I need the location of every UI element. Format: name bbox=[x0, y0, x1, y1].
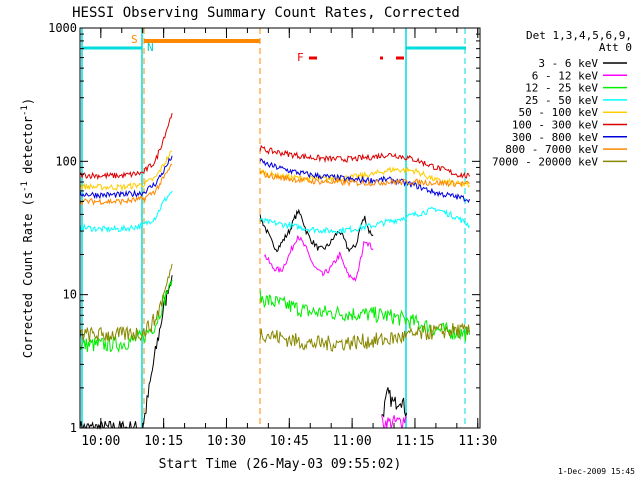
x-tick-label: 11:30 bbox=[458, 434, 497, 449]
flare-flag-label: F bbox=[297, 51, 304, 64]
legend-label: 800 - 7000 keV bbox=[505, 143, 598, 156]
series-line bbox=[79, 155, 173, 200]
legend-label: 50 - 100 keV bbox=[519, 106, 599, 119]
series-0 bbox=[79, 208, 408, 430]
legend-header-line2: Att 0 bbox=[599, 41, 632, 54]
x-tick-label: 10:00 bbox=[81, 434, 120, 449]
series-line bbox=[259, 289, 470, 342]
x-tick-label: 11:00 bbox=[333, 434, 372, 449]
legend-label: 100 - 300 keV bbox=[512, 119, 598, 132]
chart-title: HESSI Observing Summary Count Rates, Cor… bbox=[72, 5, 460, 21]
x-axis-label: Start Time (26-May-03 09:55:02) bbox=[159, 457, 402, 472]
series-2 bbox=[79, 279, 470, 354]
series-line bbox=[79, 112, 173, 181]
x-axis: 10:00 10:15 10:30 10:45 11:00 11:15 11:30 bbox=[81, 28, 497, 449]
series-line bbox=[79, 190, 173, 234]
plot-frame bbox=[79, 27, 481, 429]
night-flag-label: N bbox=[147, 41, 154, 54]
x-tick-label: 11:15 bbox=[395, 434, 434, 449]
legend-label: 300 - 800 keV bbox=[512, 131, 598, 144]
series-6 bbox=[79, 155, 470, 204]
legend-label: 3 - 6 keV bbox=[538, 57, 598, 70]
y-tick-label: 1 bbox=[70, 421, 77, 435]
legend-header-line1: Det 1,3,4,5,6,9, bbox=[526, 29, 632, 42]
y-tick-label: 1000 bbox=[48, 21, 77, 35]
series-line bbox=[79, 279, 173, 354]
series-3 bbox=[79, 190, 470, 235]
series-line bbox=[381, 415, 407, 429]
legend-label: 12 - 25 keV bbox=[525, 82, 598, 95]
series-line bbox=[79, 275, 173, 430]
series-line bbox=[259, 170, 470, 188]
y-tick-label: 100 bbox=[55, 154, 77, 168]
series-line bbox=[259, 322, 470, 352]
legend-label: 6 - 12 keV bbox=[532, 69, 599, 82]
plot-area: SN F bbox=[79, 28, 470, 430]
series-1 bbox=[263, 235, 407, 429]
footer-timestamp: 1-Dec-2009 15:45 bbox=[558, 467, 635, 476]
series-line bbox=[259, 165, 470, 189]
series-line bbox=[79, 150, 173, 192]
y-axis-label: Corrected Count Rate (s-1 detector-1) bbox=[20, 98, 35, 358]
sunlight-flag-label: S bbox=[131, 33, 138, 46]
y-tick-label: 10 bbox=[63, 288, 77, 302]
series-8 bbox=[79, 263, 470, 352]
series-line bbox=[79, 263, 173, 343]
series-line bbox=[259, 158, 470, 204]
series-line bbox=[79, 163, 173, 206]
series-line bbox=[263, 235, 374, 282]
series-line bbox=[259, 206, 470, 235]
x-tick-label: 10:15 bbox=[144, 434, 183, 449]
x-tick-label: 10:30 bbox=[207, 434, 246, 449]
legend-label: 7000 - 20000 keV bbox=[492, 155, 598, 168]
series-4 bbox=[79, 150, 470, 192]
series-line bbox=[381, 387, 408, 418]
series-7 bbox=[79, 163, 470, 206]
series-line bbox=[259, 144, 470, 179]
series-5 bbox=[79, 112, 470, 181]
legend-label: 25 - 50 keV bbox=[525, 94, 598, 107]
x-tick-label: 10:45 bbox=[270, 434, 309, 449]
series-line bbox=[259, 208, 374, 253]
y-axis: 1 10 100 1000 bbox=[48, 21, 480, 435]
